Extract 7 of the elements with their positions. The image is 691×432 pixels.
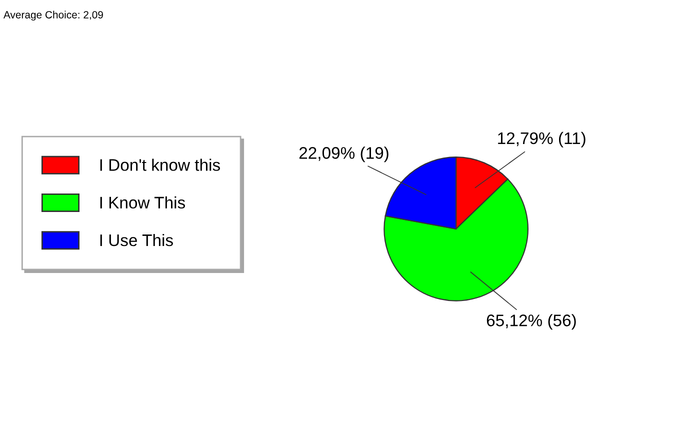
legend-label: I Don't know this [100,158,220,171]
data-label: 22,09% (19) [299,146,388,162]
data-label: 12,79% (11) [498,132,586,148]
data-label: 65,12% (56) [486,314,576,330]
text: Average Choice: 2,09 [3,10,103,21]
legend-label: I Use This [100,234,173,246]
legend-label: I Know This [100,196,185,209]
